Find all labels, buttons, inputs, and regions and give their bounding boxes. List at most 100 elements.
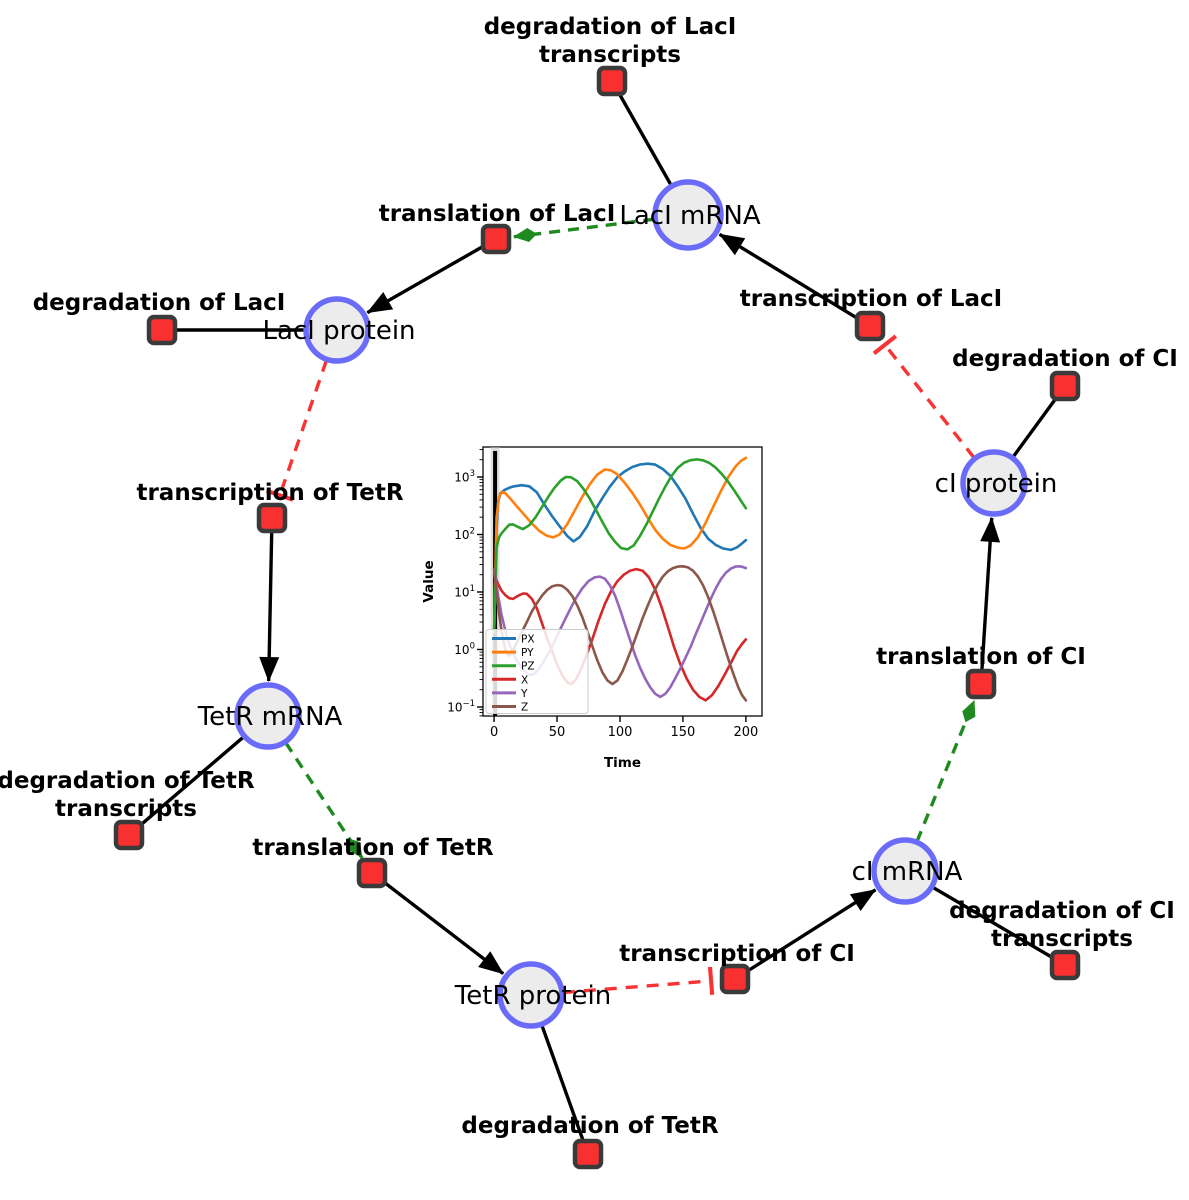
edge-tc-ci-ci-mrna xyxy=(745,888,877,973)
legend-label-PY: PY xyxy=(521,647,534,659)
reaction-square-deg-laci-tx xyxy=(596,65,628,97)
reaction-label-tc-tetr: transcription of TetR xyxy=(136,480,403,506)
reaction-node-deg-laci-tx xyxy=(596,65,628,97)
species-circle-laci-protein xyxy=(303,296,371,364)
edge-laci-protein-tc-tetr xyxy=(265,359,329,502)
edge-laci-mrna-deg-laci-tx xyxy=(617,93,673,187)
reaction-label-deg-ci-tx-line1: degradation of CI xyxy=(949,898,1175,924)
legend-label-PX: PX xyxy=(521,634,535,646)
legend-label-X: X xyxy=(521,674,528,686)
y-tick-label-10e0: 100 xyxy=(454,642,475,658)
x-tick-label-0: 0 xyxy=(490,725,498,740)
species-circle-tetr-protein xyxy=(497,961,565,1029)
reaction-label-deg-ci-tx-line2: transcripts xyxy=(991,926,1133,952)
edges-layer xyxy=(139,93,1058,1141)
reaction-square-tc-ci xyxy=(719,963,751,995)
species-circle-ci-protein xyxy=(960,449,1028,517)
reaction-square-tc-tetr xyxy=(256,502,288,534)
legend-label-Y: Y xyxy=(520,688,528,700)
reaction-square-deg-ci-tx xyxy=(1049,949,1081,981)
reaction-square-tl-tetr xyxy=(356,857,388,889)
species-circle-ci-mrna xyxy=(871,837,939,905)
edge-tc-laci-laci-mrna xyxy=(718,232,859,321)
series-line-PZ xyxy=(492,458,748,634)
edge-tetr-mrna-tl-tetr xyxy=(284,741,364,859)
reaction-label-deg-tetr: degradation of TetR xyxy=(461,1113,718,1139)
species-label-laci-protein: LacI protein xyxy=(262,316,415,346)
labels-layer: degradation of LacItranscriptstranslatio… xyxy=(0,14,1178,1139)
species-node-tetr-protein xyxy=(497,961,565,1029)
reaction-square-deg-laci xyxy=(146,314,178,346)
species-label-laci-mrna: LacI mRNA xyxy=(619,201,760,231)
x-tick-label-200: 200 xyxy=(733,725,758,740)
reaction-node-deg-tetr-tx xyxy=(113,819,145,851)
reaction-square-tl-laci xyxy=(480,223,512,255)
series-line-X xyxy=(492,567,748,702)
x-axis-title: Time xyxy=(604,755,641,771)
chart-series xyxy=(492,456,748,702)
x-tick-label-100: 100 xyxy=(608,725,633,740)
reaction-label-deg-laci-tx-line1: degradation of LacI xyxy=(484,14,737,40)
legend-label-Z: Z xyxy=(521,702,528,714)
y-tick-label-10e2: 102 xyxy=(454,526,475,542)
y-tick-label-10e-1: 10−1 xyxy=(447,699,475,715)
reaction-square-deg-ci xyxy=(1049,370,1081,402)
reaction-node-tc-ci xyxy=(719,963,751,995)
nodes-layer xyxy=(113,65,1081,1170)
edge-ci-protein-deg-ci xyxy=(1011,397,1058,459)
edge-tetr-mrna-deg-tetr-tx xyxy=(139,735,245,827)
species-label-ci-mrna: cI mRNA xyxy=(852,857,963,887)
series-line-PY xyxy=(492,456,748,634)
species-label-tetr-mrna: TetR mRNA xyxy=(197,702,343,732)
reaction-node-tl-laci xyxy=(480,223,512,255)
reaction-node-deg-laci xyxy=(146,314,178,346)
reaction-node-deg-tetr xyxy=(572,1138,604,1170)
chart-axes: 10−1 100 101 102 103 0 50 100 150 200 Time Value xyxy=(421,449,758,771)
species-node-tetr-mrna xyxy=(234,682,302,750)
reaction-square-tl-ci xyxy=(965,668,997,700)
y-tick-label-10e3: 103 xyxy=(454,469,475,485)
species-node-ci-mrna xyxy=(871,837,939,905)
species-node-laci-mrna xyxy=(652,179,724,251)
edge-ci-mrna-deg-ci-tx xyxy=(931,885,1053,959)
reaction-label-deg-ci: degradation of CI xyxy=(952,346,1178,372)
reaction-label-tl-laci: translation of LacI xyxy=(379,201,616,227)
reaction-label-deg-laci: degradation of LacI xyxy=(33,290,286,316)
species-node-ci-protein xyxy=(960,449,1028,517)
reaction-node-tc-laci xyxy=(854,310,886,342)
y-axis-title: Value xyxy=(421,560,437,602)
species-circle-laci-mrna xyxy=(652,179,724,251)
legend-label-PZ: PZ xyxy=(521,661,535,673)
y-tick-label-10e1: 101 xyxy=(454,584,475,600)
species-label-ci-protein: cI protein xyxy=(935,469,1058,499)
edge-laci-mrna-tl-laci xyxy=(513,217,655,242)
reaction-node-deg-ci-tx xyxy=(1049,949,1081,981)
species-node-laci-protein xyxy=(303,296,371,364)
reaction-label-deg-laci-tx-line2: transcripts xyxy=(539,42,681,68)
edge-tetr-protein-deg-tetr xyxy=(540,1024,585,1141)
edge-tl-laci-laci-protein xyxy=(366,244,485,315)
species-circle-tetr-mrna xyxy=(234,682,302,750)
reaction-label-deg-tetr-tx-line1: degradation of TetR xyxy=(0,768,255,794)
reaction-label-tl-ci: translation of CI xyxy=(876,644,1086,670)
reaction-node-tl-ci xyxy=(965,668,997,700)
reaction-square-deg-tetr xyxy=(572,1138,604,1170)
reaction-node-tc-tetr xyxy=(256,502,288,534)
series-line-PX xyxy=(492,462,748,634)
reaction-square-deg-tetr-tx xyxy=(113,819,145,851)
reaction-label-tc-laci: transcription of LacI xyxy=(740,286,1003,312)
edge-ci-protein-tc-laci xyxy=(872,334,976,459)
reaction-node-deg-ci xyxy=(1049,370,1081,402)
legend-box xyxy=(485,629,589,714)
reaction-label-deg-tetr-tx-line2: transcripts xyxy=(55,796,197,822)
reaction-label-tc-ci: transcription of CI xyxy=(619,941,855,967)
edge-tl-ci-ci-protein xyxy=(980,516,1001,671)
x-tick-label-50: 50 xyxy=(549,725,566,740)
reaction-label-tl-tetr: translation of TetR xyxy=(252,835,493,861)
edge-ci-mrna-tl-ci xyxy=(915,699,976,843)
edge-tl-tetr-tetr-protein xyxy=(382,880,505,976)
edge-tetr-protein-tc-ci xyxy=(562,966,715,996)
